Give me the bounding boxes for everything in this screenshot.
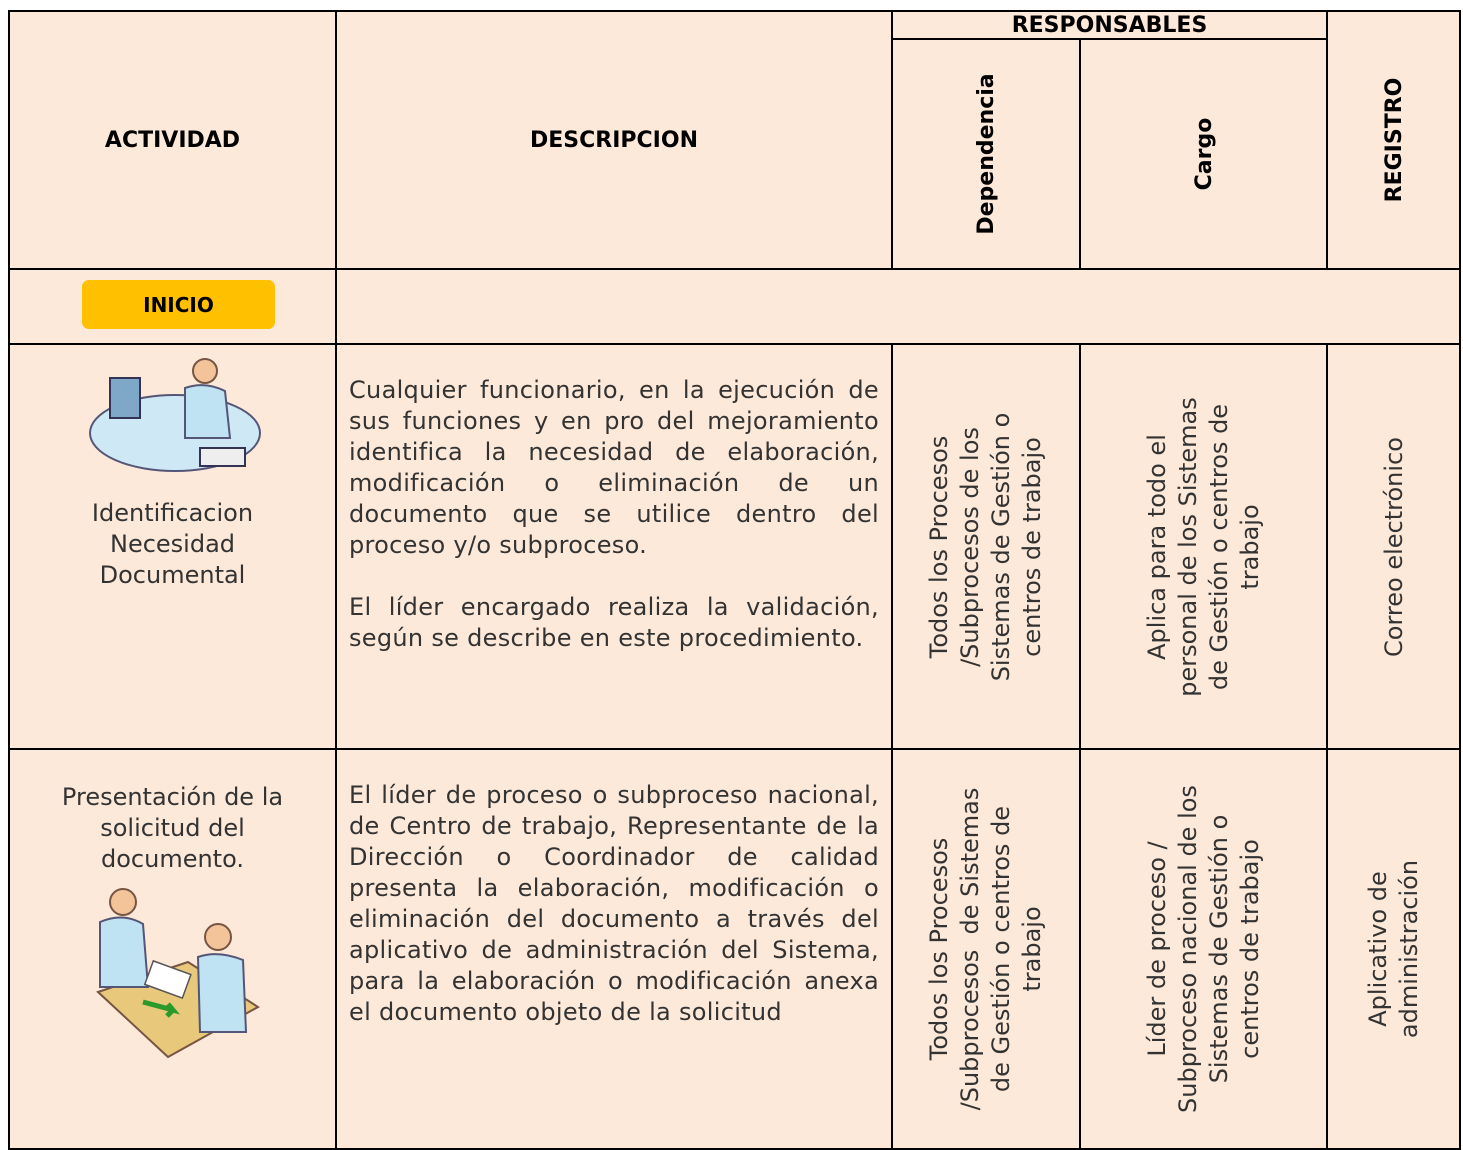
header-cell: REGISTRO [1326, 10, 1461, 270]
header-cell: ACTIVIDAD [8, 10, 337, 270]
text-line: Aplica para todo el [1142, 433, 1171, 660]
text-line: de Gestión o centros de [1204, 403, 1233, 690]
rotated-text: Correo electrónico [1374, 357, 1414, 737]
header-text: Cargo [1191, 117, 1216, 191]
paragraph: El líder encargado realiza la validación… [349, 593, 879, 652]
header-cell: RESPONSABLES [891, 10, 1328, 40]
text-line: Sistemas de Gestión o [987, 412, 1015, 681]
rotated-text: Aplica para todo el personal de los Sist… [1134, 357, 1274, 737]
text-line: Todos los Procesos [925, 837, 953, 1061]
role-cell: Aplica para todo el personal de los Sist… [1079, 343, 1328, 750]
text-line: Correo electrónico [1379, 436, 1407, 657]
rotated-text: Aplicativo de administración [1359, 759, 1429, 1139]
text-line: personal de los Sistemas [1173, 396, 1202, 697]
description: Cualquier funcionario, en la ejecución d… [349, 375, 879, 685]
text-line: Identificacion [91, 499, 254, 527]
text-line: Sistemas de Gestión o [1204, 814, 1233, 1084]
header-text: DESCRIPCION [530, 127, 698, 153]
text-line: trabajo [1018, 906, 1046, 992]
text-line: /Subprocesos de los [956, 426, 984, 667]
header-cell: Cargo [1079, 38, 1328, 270]
header-text: ACTIVIDAD [104, 127, 241, 153]
header-text: Dependencia [973, 73, 999, 235]
rotated-text: Todos los Procesos /Subprocesos de los S… [916, 357, 1056, 737]
description-cell: Cualquier funcionario, en la ejecución d… [335, 343, 893, 750]
desk-icon [89, 358, 261, 472]
text-line: Documental [99, 561, 246, 589]
text-line: centros de trabajo [1235, 839, 1264, 1059]
paragraph: Cualquier funcionario, en la ejecución d… [349, 376, 879, 559]
text-line: de Gestión o centros de [987, 805, 1015, 1093]
record-cell: Correo electrónico [1326, 343, 1461, 750]
activity-cell: Presentación de la solicitud del documen… [8, 748, 337, 1150]
header-cell: DESCRIPCION [335, 10, 893, 270]
text-line: trabajo [1235, 503, 1264, 590]
text-line: Aplicativo de [1363, 871, 1392, 1027]
rotated-text: Todos los Procesos /Subprocesos de Siste… [916, 759, 1056, 1139]
rotated-text: Líder de proceso / Subproceso nacional d… [1134, 759, 1274, 1139]
text-line: solicitud del [100, 814, 245, 842]
activity-text: Presentación de la solicitud del documen… [10, 782, 335, 875]
paragraph: El líder de proceso o subproceso naciona… [349, 781, 879, 1026]
text-line: /Subprocesos de Sistemas [956, 787, 984, 1111]
start-cell: INICIO [8, 268, 337, 345]
text-line: centros de trabajo [1018, 436, 1046, 657]
empty-cell [335, 268, 1461, 345]
description: El líder de proceso o subproceso naciona… [349, 780, 879, 1059]
header-cell: Dependencia [891, 38, 1081, 270]
start-badge: INICIO [82, 280, 275, 329]
text-line: Subproceso nacional de los [1173, 785, 1202, 1113]
description-cell: El líder de proceso o subproceso naciona… [335, 748, 893, 1150]
text-line: Necesidad [109, 530, 236, 558]
record-cell: Aplicativo de administración [1326, 748, 1461, 1150]
text-line: Líder de proceso / [1142, 841, 1171, 1057]
dependency-cell: Todos los Procesos /Subprocesos de Siste… [891, 748, 1081, 1150]
activity-text: Identificacion Necesidad Documental [10, 498, 335, 591]
text-line: administración [1394, 859, 1423, 1039]
text-line: Todos los Procesos [925, 435, 953, 658]
meeting-icon [96, 888, 260, 1059]
dependency-cell: Todos los Procesos /Subprocesos de los S… [891, 343, 1081, 750]
header-text: RESPONSABLES [1011, 12, 1208, 38]
activity-cell: Identificacion Necesidad Documental [8, 343, 337, 750]
header-text: REGISTRO [1381, 77, 1406, 203]
role-cell: Líder de proceso / Subproceso nacional d… [1079, 748, 1328, 1150]
text-line: Presentación de la [61, 783, 284, 811]
text-line: documento. [101, 845, 244, 873]
